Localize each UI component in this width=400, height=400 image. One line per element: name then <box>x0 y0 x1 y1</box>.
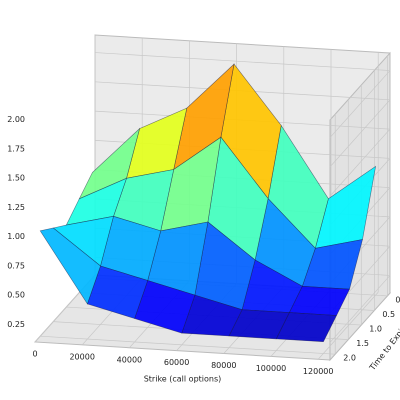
y-tick-label: 1.5 <box>356 339 369 348</box>
grid-line <box>329 128 391 197</box>
y-tick-label: 1.0 <box>369 325 382 334</box>
x-tick-label: 60000 <box>164 358 189 367</box>
y-tick-label: 0.5 <box>382 310 395 319</box>
grid-line <box>329 275 391 343</box>
x-tick-label: 120000 <box>303 367 334 376</box>
x-tick-label: 40000 <box>117 355 142 364</box>
z-tick-label: 1.75 <box>7 144 25 153</box>
surface-patch <box>39 227 101 305</box>
x-tick-label: 100000 <box>256 364 287 373</box>
grid-line <box>329 70 391 138</box>
x-tick-label: 20000 <box>69 352 94 361</box>
z-tick-label: 0.25 <box>7 320 25 329</box>
grid-line <box>329 99 391 168</box>
z-tick-label: 0.75 <box>7 261 25 270</box>
grid-line <box>40 335 336 355</box>
z-tick-label: 1.25 <box>7 203 25 212</box>
z-tick-label: 1.00 <box>7 232 25 241</box>
y-tick-label: 2.0 <box>343 354 356 363</box>
y-tick-label: 0.0 <box>395 295 400 304</box>
z-tick-label: 0.50 <box>7 291 25 300</box>
x-tick-label: 80000 <box>211 361 236 370</box>
x-axis-label: Strike (call options) <box>144 375 222 384</box>
grid-line <box>94 52 391 71</box>
x-tick-label: 0 <box>32 350 37 359</box>
z-tick-label: 1.50 <box>7 174 25 183</box>
z-tick-label: 2.00 <box>7 115 25 124</box>
